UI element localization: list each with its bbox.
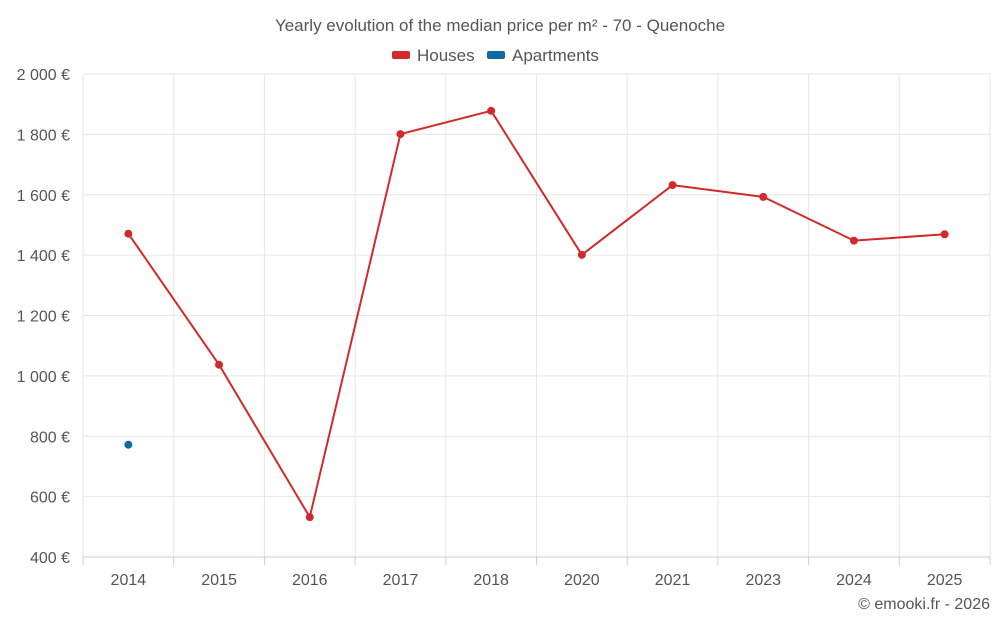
- y-axis-ticks: 2 000 € 1 800 € 1 600 € 1 400 € 1 200 € 1 000…: [17, 67, 70, 567]
- data-point-houses-2018[interactable]: [487, 106, 496, 115]
- y-tick-label: 1 800 €: [17, 127, 70, 144]
- legend-label-apartments: Apartments: [512, 46, 599, 65]
- legend-item-houses[interactable]: Houses: [392, 46, 475, 65]
- legend-swatch-houses: [392, 51, 410, 59]
- legend-label-houses: Houses: [417, 46, 475, 65]
- data-point-houses-2020[interactable]: [577, 250, 586, 259]
- data-point-houses-2014[interactable]: [124, 229, 133, 238]
- y-tick-label: 1 000 €: [17, 369, 70, 386]
- x-tick-label: 2023: [745, 572, 781, 589]
- x-tick-label: 2015: [201, 572, 237, 589]
- data-point-houses-2017[interactable]: [396, 130, 405, 139]
- x-tick-label: 2018: [473, 572, 509, 589]
- data-point-houses-2015[interactable]: [215, 360, 224, 369]
- legend: Houses Apartments: [392, 46, 599, 65]
- grid: [82, 73, 991, 558]
- x-tick-label: 2020: [564, 572, 600, 589]
- x-tick-label: 2021: [655, 572, 691, 589]
- y-tick-label: 1 400 €: [17, 248, 70, 265]
- data-point-houses-2025[interactable]: [940, 230, 949, 239]
- y-tick-label: 1 200 €: [17, 309, 70, 326]
- y-tick-label: 400 €: [30, 550, 70, 567]
- legend-swatch-apartments: [487, 51, 505, 59]
- x-axis-ticks: 2014 2015 2016 2017 2018 2020 2021 2023 2024 2025: [82, 557, 991, 589]
- x-tick-label: 2017: [383, 572, 419, 589]
- credit-text: © emooki.fr - 2026: [858, 596, 990, 613]
- x-tick-label: 2016: [292, 572, 328, 589]
- legend-item-apartments[interactable]: Apartments: [487, 46, 599, 65]
- series-line-houses: [127, 109, 945, 519]
- x-tick-label: 2025: [927, 572, 963, 589]
- series-houses: [124, 106, 949, 522]
- data-point-houses-2021[interactable]: [668, 181, 677, 190]
- chart-title: Yearly evolution of the median price per…: [275, 16, 725, 35]
- data-point-apartments-2014[interactable]: [124, 440, 133, 449]
- data-point-houses-2023[interactable]: [759, 192, 768, 201]
- series: [124, 106, 949, 522]
- y-tick-label: 800 €: [30, 429, 70, 446]
- x-tick-label: 2024: [836, 572, 872, 589]
- data-point-houses-2024[interactable]: [849, 236, 858, 245]
- x-tick-label: 2014: [111, 572, 147, 589]
- y-tick-label: 600 €: [30, 490, 70, 507]
- series-apartments: [124, 440, 133, 449]
- y-tick-label: 2 000 €: [17, 67, 70, 84]
- y-tick-label: 1 600 €: [17, 188, 70, 205]
- data-point-houses-2016[interactable]: [305, 513, 314, 522]
